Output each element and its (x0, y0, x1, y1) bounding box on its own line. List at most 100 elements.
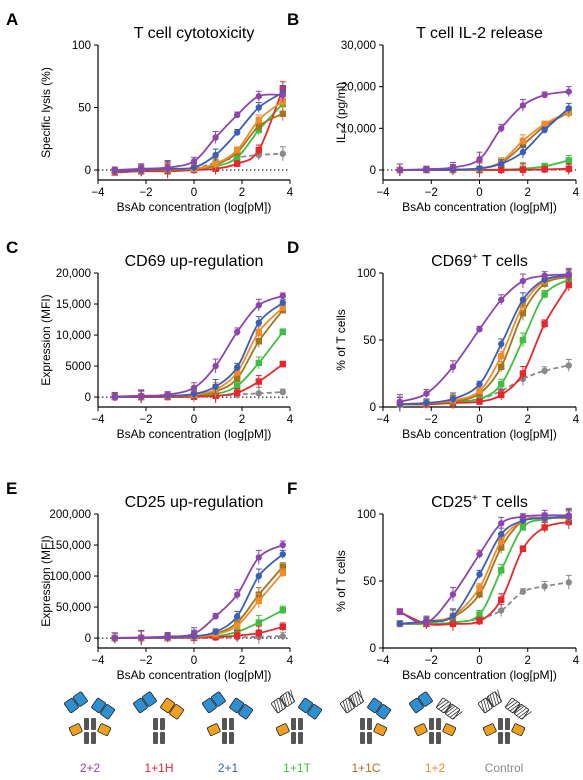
hatch-line (281, 695, 286, 709)
data-point (519, 513, 527, 520)
arm-domain (133, 697, 148, 714)
hatch-line (282, 694, 288, 708)
series-curve (114, 103, 284, 173)
x-tick-label: −4 (376, 187, 390, 199)
x-axis-label: BsAb concentration (log[pM]) (117, 200, 272, 214)
x-tick-label: −2 (425, 414, 438, 426)
data-point (234, 129, 241, 136)
antibody-arm (409, 691, 433, 714)
arm-domain (238, 704, 253, 720)
hatch-line (516, 707, 527, 716)
data-point (111, 634, 119, 641)
data-point (190, 384, 198, 391)
hatch-line (447, 707, 458, 716)
y-tick-label: 50 (78, 103, 91, 115)
data-point (234, 364, 241, 371)
fc-domain (367, 718, 372, 730)
y-tick-label: 150,000 (49, 540, 91, 552)
hatch-line (507, 701, 518, 710)
data-point (279, 292, 286, 300)
legend-label: 2+2 (80, 761, 101, 775)
antibody-arm (367, 697, 391, 720)
data-point (498, 544, 505, 551)
hatch-line (518, 709, 530, 718)
data-point (498, 520, 505, 527)
x-axis-label: BsAb concentration (log[pM]) (402, 200, 557, 214)
x-tick-label: −2 (139, 655, 152, 667)
data-point (449, 395, 457, 403)
hatch-line (351, 694, 357, 708)
hatch-line (278, 697, 284, 710)
arm-domain (418, 691, 433, 707)
data-point (476, 584, 483, 591)
x-tick-label: 0 (191, 655, 197, 667)
panel-letter: E (6, 479, 17, 498)
data-point (396, 608, 404, 616)
data-point (164, 164, 171, 171)
data-point (212, 134, 219, 141)
hatch-line (290, 689, 295, 702)
data-point (212, 362, 219, 370)
data-point (476, 326, 483, 333)
y-axis-label: Expression (MFI) (39, 535, 53, 626)
arm-domain (169, 704, 184, 720)
data-point (279, 110, 286, 117)
data-point (498, 537, 505, 544)
hatch-line (494, 691, 500, 704)
data-point (396, 620, 404, 628)
y-tick-label: 100 (357, 268, 376, 280)
data-point (519, 524, 527, 531)
y-tick-label: 100,000 (49, 571, 91, 583)
data-point (138, 165, 145, 172)
y-tick-label: 50 (363, 576, 376, 588)
y-tick-label: 50,000 (56, 602, 91, 614)
chart-title: CD25 up-regulation (125, 494, 264, 511)
data-point (498, 381, 505, 388)
fc-domain (84, 718, 89, 730)
x-tick-label: −4 (91, 414, 105, 426)
data-point (279, 606, 286, 614)
data-point (279, 623, 286, 631)
data-point (212, 613, 219, 620)
hatch-line (285, 692, 290, 706)
data-point (565, 512, 572, 519)
series-2p2 (111, 292, 286, 402)
hatch-line (273, 701, 279, 714)
data-point (396, 398, 404, 405)
data-point (279, 569, 286, 577)
data-point (519, 370, 527, 377)
data-point (279, 328, 286, 336)
arm-domain (409, 697, 424, 714)
arm-domain (211, 691, 226, 707)
data-point (279, 304, 286, 311)
bsab-format-1-plus-1c-icon (340, 689, 391, 744)
hatch-line (513, 705, 525, 715)
series-curve (399, 110, 570, 171)
hatch-line (483, 699, 488, 712)
data-point (476, 571, 483, 578)
data-point (519, 296, 527, 303)
y-tick-label: 10,000 (56, 330, 91, 342)
data-point (234, 613, 241, 620)
hatch-line (438, 701, 449, 710)
x-tick-label: 4 (287, 414, 294, 426)
data-point (541, 512, 548, 519)
series-curve (114, 100, 284, 173)
fc-domain (91, 732, 96, 744)
x-tick-label: −4 (376, 414, 390, 426)
data-point (279, 551, 286, 558)
bsab-format-2-plus-2-icon (64, 691, 115, 744)
scfv-domain (373, 723, 388, 736)
chart-panel-b: B T cell IL-2 release 0 10,000 20,000 30,000 −… (287, 10, 580, 214)
scfv-domain (206, 723, 221, 736)
data-point (498, 296, 505, 303)
data-point (255, 554, 262, 561)
chart-panels: A T cell cytotoxicity 0 50 100 −4 −2 0 2 4 BsAb co… (6, 10, 580, 682)
data-point (255, 597, 262, 605)
bsab-format-1-plus-1h-icon (133, 691, 184, 744)
y-axis-label: Expression (MFI) (39, 294, 53, 385)
data-point (449, 363, 457, 370)
data-point (234, 328, 241, 336)
scfv-domain (442, 723, 457, 736)
arm-domain (298, 697, 313, 714)
